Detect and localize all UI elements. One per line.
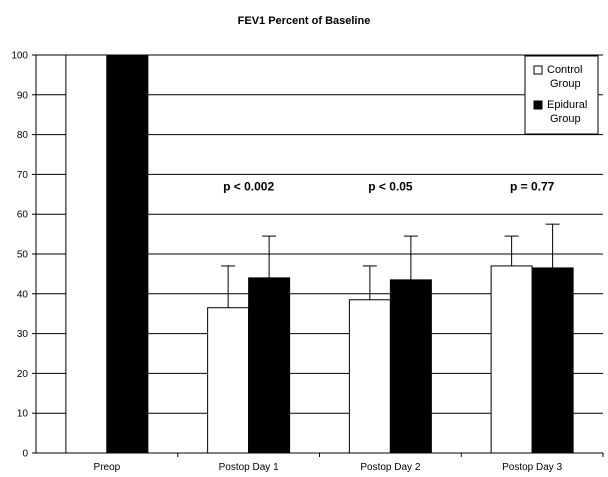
bars (65, 54, 574, 454)
bar-control (65, 54, 108, 454)
x-axis: Preop Postop Day 1 Postop Day 2 Postop Day … (36, 452, 604, 473)
x-tick-label: Postop Day 2 (360, 462, 420, 473)
legend-swatch-control (533, 65, 543, 75)
y-tick-label: 60 (17, 210, 29, 221)
y-tick-label: 90 (17, 90, 29, 101)
annotations: p < 0.002 p < 0.05 p = 0.77 (223, 179, 555, 193)
legend: Control Group Epidural Group (524, 55, 599, 135)
legend-label-control-line2: Group (550, 78, 581, 90)
bar-control (490, 265, 533, 454)
y-tick-label: 20 (17, 369, 29, 380)
y-axis: 0 10 20 30 40 50 60 70 80 90 100 (11, 51, 37, 460)
legend-label-control-line1: Control (547, 64, 582, 76)
bar-epidural (248, 277, 291, 454)
x-tick-label: Postop Day 3 (502, 462, 562, 473)
bar-control (348, 299, 391, 454)
y-tick-label: 0 (22, 449, 28, 460)
y-tick-label: 10 (17, 409, 29, 420)
p-value-annotation: p < 0.002 (223, 179, 274, 193)
y-tick-label: 80 (17, 130, 29, 141)
bar-epidural (531, 267, 574, 454)
y-tick-label: 70 (17, 170, 29, 181)
bar-epidural (389, 279, 432, 454)
x-tick-label: Postop Day 1 (219, 462, 279, 473)
p-value-annotation: p < 0.05 (368, 179, 413, 193)
legend-swatch-epidural (533, 100, 543, 110)
y-tick-label: 40 (17, 289, 29, 300)
legend-label-epidural-line2: Group (550, 113, 581, 125)
y-tick-label: 50 (17, 250, 29, 261)
bar-control (207, 307, 250, 454)
bar-epidural (106, 54, 149, 454)
chart-title: FEV1 Percent of Baseline (238, 15, 371, 27)
error-bars (221, 223, 560, 308)
x-tick-label: Preop (94, 462, 121, 473)
p-value-annotation: p = 0.77 (510, 179, 555, 193)
y-tick-label: 30 (17, 329, 29, 340)
legend-label-epidural-line1: Epidural (547, 99, 587, 111)
y-tick-label: 100 (11, 51, 28, 62)
